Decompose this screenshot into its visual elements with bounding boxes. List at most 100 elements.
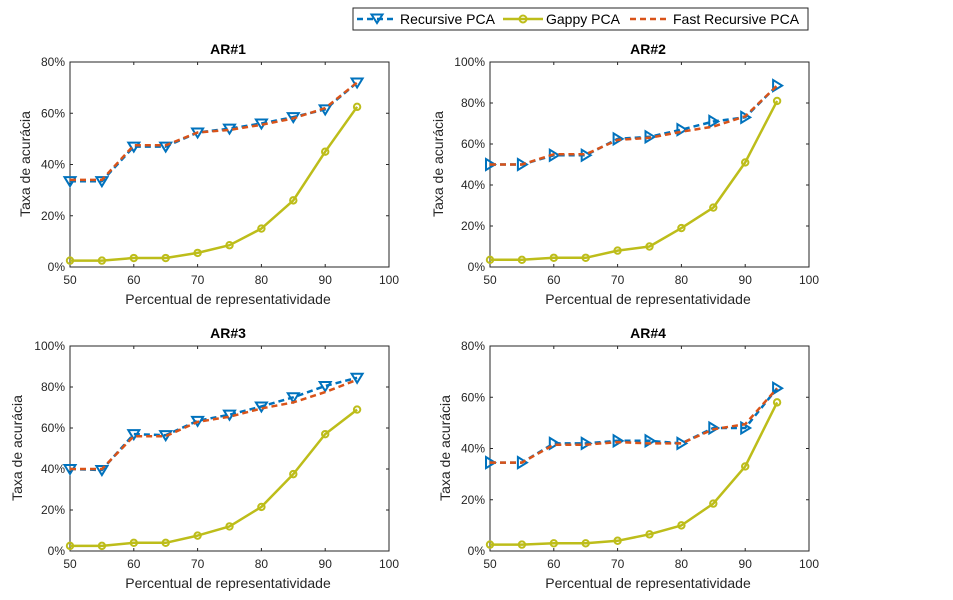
series-line-gappy <box>70 408 358 548</box>
x-tick-label: 50 <box>63 557 77 571</box>
y-tick-label: 60% <box>41 106 65 120</box>
x-tick-label: 70 <box>191 557 205 571</box>
x-tick-label: 90 <box>739 557 753 571</box>
subplot-ar4: AR#4 Percentual de representatividade Ta… <box>437 325 819 591</box>
data-point-recursive <box>485 455 497 470</box>
data-point-gappy <box>225 522 234 531</box>
data-point-recursive <box>516 455 529 470</box>
data-point-gappy <box>352 102 362 112</box>
data-point-gappy <box>161 538 170 547</box>
y-tick-label: 0% <box>468 260 486 274</box>
y-tick-label: 20% <box>461 219 485 233</box>
y-tick-label: 80% <box>461 96 485 110</box>
y-tick-label: 0% <box>48 260 66 274</box>
legend-label-gappy: Gappy PCA <box>546 11 621 27</box>
data-point-gappy <box>289 469 298 479</box>
series-line-fast <box>70 81 358 182</box>
data-point-gappy <box>97 256 107 265</box>
data-point-recursive <box>349 372 365 385</box>
data-point-gappy <box>772 96 782 106</box>
data-point-gappy <box>581 539 590 548</box>
data-point-gappy <box>161 253 170 263</box>
y-tick-label: 80% <box>41 380 65 394</box>
series-line-gappy <box>490 401 779 546</box>
data-point-recursive <box>612 433 625 449</box>
y-axis-label: Taxa de acurácia <box>9 395 25 501</box>
data-point-gappy <box>549 253 558 262</box>
legend-label-fast: Fast Recursive PCA <box>673 11 800 27</box>
y-tick-label: 0% <box>468 544 486 558</box>
data-point-recursive <box>612 131 625 147</box>
subplot-title: AR#3 <box>210 325 246 341</box>
data-point-gappy <box>677 521 686 530</box>
data-point-recursive <box>222 409 237 422</box>
x-tick-label: 80 <box>675 557 689 571</box>
data-point-gappy <box>645 530 654 539</box>
x-tick-label: 80 <box>255 557 269 571</box>
y-axis-label: Taxa de acurácia <box>437 395 453 501</box>
series-line-fast <box>490 84 778 166</box>
y-tick-label: 80% <box>41 55 65 69</box>
series-line-gappy <box>70 106 359 262</box>
x-tick-label: 80 <box>255 273 269 287</box>
data-point-gappy <box>517 540 527 549</box>
y-axis-label: Taxa de acurácia <box>430 111 446 217</box>
data-point-recursive <box>286 392 301 405</box>
data-point-recursive <box>772 78 785 93</box>
legend: Recursive PCA Gappy PCA Fast Recursive P… <box>352 7 809 31</box>
x-tick-label: 100 <box>799 557 819 571</box>
x-tick-label: 70 <box>191 273 205 287</box>
series-line-fast <box>490 387 779 464</box>
data-point-recursive <box>708 420 721 436</box>
x-tick-label: 60 <box>547 273 561 287</box>
series-line-gappy <box>490 100 779 262</box>
y-tick-label: 40% <box>461 442 485 456</box>
subplot-title: AR#4 <box>630 325 666 341</box>
data-point-recursive <box>158 141 173 154</box>
data-point-gappy <box>709 203 718 212</box>
x-axis-label: Percentual de representatividade <box>545 291 751 307</box>
x-tick-label: 100 <box>379 273 399 287</box>
legend-entry-gappy: Gappy PCA <box>503 11 621 27</box>
y-tick-label: 60% <box>461 390 485 404</box>
axes-box <box>69 345 390 552</box>
y-tick-label: 20% <box>41 209 65 223</box>
y-tick-label: 40% <box>41 462 65 476</box>
y-tick-label: 100% <box>34 339 65 353</box>
x-tick-label: 100 <box>799 273 819 287</box>
legend-marker-gappy <box>518 14 528 24</box>
data-point-recursive <box>516 157 529 172</box>
y-tick-label: 20% <box>41 503 65 517</box>
x-tick-label: 70 <box>611 273 625 287</box>
data-point-gappy <box>772 398 782 407</box>
y-tick-label: 40% <box>41 158 65 172</box>
data-point-recursive <box>94 465 110 477</box>
y-tick-label: 40% <box>461 178 485 192</box>
data-point-recursive <box>126 429 142 442</box>
data-point-gappy <box>517 255 527 265</box>
subplot-title: AR#2 <box>630 41 666 57</box>
subplot-ar1: AR#1 Percentual de representatividade Ta… <box>17 41 399 307</box>
data-point-gappy <box>581 253 590 262</box>
y-axis-label: Taxa de acurácia <box>17 111 33 217</box>
data-point-gappy <box>225 241 234 250</box>
x-tick-label: 50 <box>483 557 497 571</box>
legend-entry-fast: Fast Recursive PCA <box>630 11 800 27</box>
x-axis-label: Percentual de representatividade <box>125 575 331 591</box>
data-point-recursive <box>190 415 205 428</box>
data-point-gappy <box>257 502 266 512</box>
data-point-recursive <box>708 114 721 129</box>
data-point-gappy <box>193 531 202 540</box>
data-point-gappy <box>257 224 266 233</box>
y-tick-label: 20% <box>461 493 485 507</box>
y-tick-label: 80% <box>461 339 485 353</box>
x-tick-label: 80 <box>675 273 689 287</box>
x-tick-label: 90 <box>319 273 333 287</box>
data-point-recursive <box>548 436 561 451</box>
x-tick-label: 90 <box>739 273 753 287</box>
x-tick-label: 60 <box>127 273 141 287</box>
data-point-recursive <box>580 436 593 451</box>
legend-entry-recursive: Recursive PCA <box>357 11 496 27</box>
data-point-gappy <box>321 429 330 439</box>
